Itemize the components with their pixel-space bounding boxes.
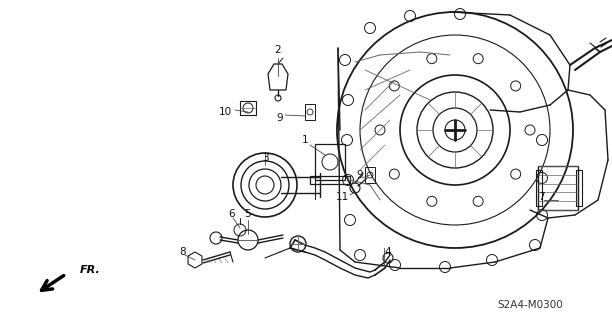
Bar — [536, 170, 542, 206]
Text: 4: 4 — [385, 247, 391, 257]
Text: 5: 5 — [245, 209, 252, 219]
Text: 1: 1 — [302, 135, 308, 145]
Bar — [576, 170, 582, 206]
Text: 6: 6 — [229, 209, 235, 219]
Text: 8: 8 — [180, 247, 186, 257]
Text: 7: 7 — [538, 192, 544, 202]
Text: 3: 3 — [262, 153, 268, 163]
Text: S2A4-M0300: S2A4-M0300 — [497, 300, 563, 310]
Bar — [305, 104, 315, 120]
Bar — [315, 144, 345, 180]
Bar — [538, 166, 578, 210]
Text: FR.: FR. — [80, 265, 101, 275]
Bar — [240, 101, 256, 115]
Text: 10: 10 — [218, 107, 231, 117]
Text: 9: 9 — [357, 170, 364, 180]
Bar — [365, 167, 375, 183]
Text: 9: 9 — [277, 113, 283, 123]
Bar — [310, 176, 350, 184]
Text: 11: 11 — [335, 192, 349, 202]
Text: 2: 2 — [275, 45, 282, 55]
